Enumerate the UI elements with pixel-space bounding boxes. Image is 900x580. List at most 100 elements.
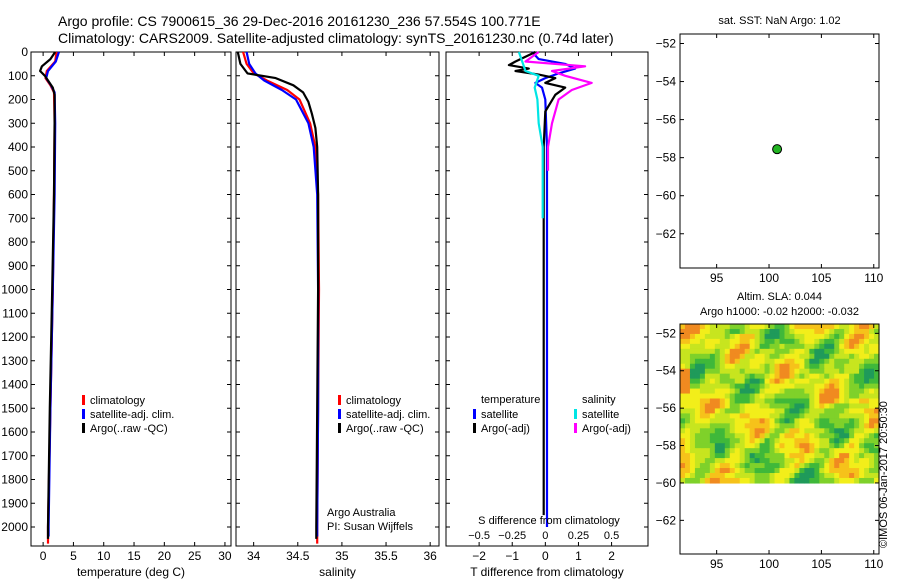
legend-swatch: [82, 395, 85, 405]
sla-cell: [824, 363, 830, 370]
sla-cell: [859, 463, 865, 469]
sla-cell: [849, 473, 855, 479]
sla-cell: [799, 328, 805, 335]
sla-cell: [774, 393, 781, 400]
y-tick-label: −60: [656, 476, 677, 490]
sla-cell: [694, 328, 701, 335]
sla-cell: [704, 324, 711, 330]
legend-swatch: [574, 409, 577, 419]
sla-cell: [869, 373, 875, 380]
sla-cell: [794, 328, 800, 335]
sla-cell: [694, 433, 701, 439]
sla-cell: [694, 373, 701, 380]
annotation-line2: PI: Susan Wijffels: [327, 521, 413, 533]
sla-cell: [829, 433, 835, 439]
sla-cell: [824, 348, 830, 355]
sla-cell: [704, 373, 711, 380]
sla-cell: [819, 338, 825, 345]
sla-cell: [814, 453, 820, 459]
y-tick-label: 400: [8, 140, 28, 154]
sla-cell: [844, 363, 850, 370]
sla-cell: [859, 438, 865, 444]
sla-cell: [689, 333, 696, 340]
sla-cell: [684, 423, 691, 429]
x-tick-label: 105: [811, 271, 831, 285]
sla-cell: [804, 348, 810, 355]
sla-cell: [689, 403, 696, 410]
sla-cell: [724, 324, 731, 330]
sla-cell: [849, 378, 855, 385]
sla-cell: [829, 328, 835, 335]
sla-cell: [874, 328, 880, 335]
sla-cell: [774, 433, 781, 439]
sla-cell: [739, 438, 746, 444]
sla-cell: [719, 358, 726, 365]
sla-cell: [719, 403, 726, 410]
sla-cell: [819, 328, 825, 335]
sla-cell: [869, 368, 875, 375]
sla-cell: [774, 403, 781, 410]
sla-cell: [869, 468, 875, 474]
sla-cell: [709, 448, 716, 454]
sla-cell: [834, 383, 840, 390]
sla-cell: [809, 468, 815, 474]
sla-cell: [784, 458, 791, 464]
sla-cell: [699, 348, 706, 355]
sla-cell: [714, 473, 721, 479]
sla-cell: [714, 463, 721, 469]
x-tick-label: 15: [127, 549, 141, 563]
sla-cell: [764, 373, 771, 380]
sla-map-title2: Argo h1000: -0.02 h2000: -0.032: [700, 306, 859, 318]
sla-cell: [784, 398, 791, 405]
sla-cell: [774, 324, 781, 330]
sla-cell: [804, 328, 810, 335]
sla-cell: [764, 448, 771, 454]
sla-cell: [699, 413, 706, 419]
sla-cell: [694, 438, 701, 444]
sla-cell: [824, 463, 830, 469]
sla-cell: [794, 388, 800, 395]
sla-cell: [784, 428, 791, 434]
sla-cell: [749, 388, 756, 395]
sla-cell: [874, 423, 880, 429]
sla-cell: [724, 448, 731, 454]
x-axis-label: T difference from climatology: [470, 565, 624, 579]
sla-cell: [784, 383, 791, 390]
sla-cell: [794, 398, 800, 405]
sla-cell: [859, 333, 865, 340]
sla-cell: [824, 343, 830, 350]
sla-cell: [824, 433, 830, 439]
sla-cell: [729, 338, 736, 345]
sla-cell: [869, 388, 875, 395]
sla-cell: [719, 368, 726, 375]
sla-cell: [704, 473, 711, 479]
sla-cell: [719, 388, 726, 395]
sla-cell: [814, 443, 820, 449]
sla-cell: [779, 443, 786, 449]
sla-cell: [709, 328, 716, 335]
sla-cell: [764, 408, 771, 415]
sla-cell: [794, 393, 800, 400]
sla-cell: [719, 378, 726, 385]
sla-cell: [759, 338, 766, 345]
sla-cell: [680, 403, 686, 410]
sla-cell: [749, 378, 756, 385]
sla-cell: [804, 398, 810, 405]
sla-cell: [680, 473, 686, 479]
sla-cell: [804, 388, 810, 395]
sla-cell: [854, 477, 860, 484]
sla-cell: [874, 468, 880, 474]
sla-cell: [769, 418, 776, 424]
sla-cell: [719, 338, 726, 345]
sla-cell: [799, 423, 805, 429]
sla-cell: [844, 438, 850, 444]
sla-cell: [749, 403, 756, 410]
sla-cell: [849, 433, 855, 439]
sla-cell: [684, 343, 691, 350]
sla-cell: [759, 413, 766, 419]
sla-cell: [714, 328, 721, 335]
sla-cell: [839, 343, 845, 350]
sla-cell: [769, 473, 776, 479]
sla-cell: [804, 333, 810, 340]
sla-cell: [714, 458, 721, 464]
